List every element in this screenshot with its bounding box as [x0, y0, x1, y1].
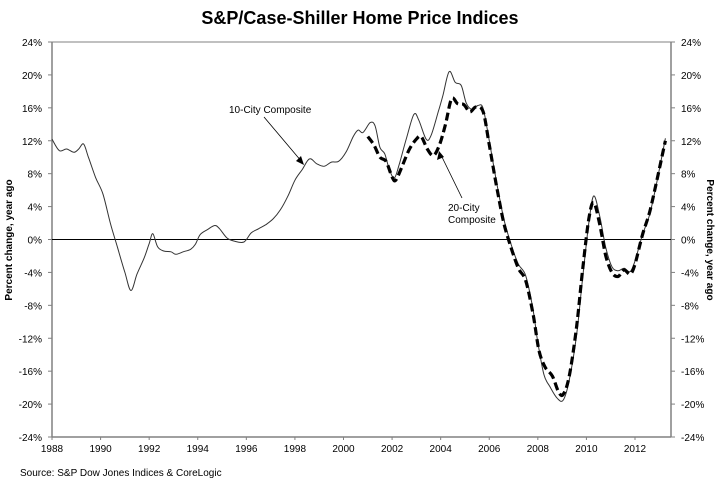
y-tick-label-left: 4% — [28, 203, 43, 214]
y-tick-label-left: 20% — [22, 71, 42, 82]
y-tick-label-left: 0% — [28, 236, 43, 247]
chart-title: S&P/Case-Shiller Home Price Indices — [201, 8, 518, 28]
x-tick-label: 1990 — [89, 444, 112, 455]
x-tick-label: 2012 — [624, 444, 647, 455]
x-tick-label: 2000 — [332, 444, 355, 455]
x-tick-label: 2002 — [381, 444, 404, 455]
y-tick-label-left: -16% — [19, 367, 42, 378]
y-tick-label-right: 4% — [681, 203, 696, 214]
y-tick-label-right: 0% — [681, 236, 696, 247]
y-tick-label-right: -8% — [681, 301, 699, 312]
x-tick-label: 2010 — [575, 444, 598, 455]
y-axis-right: 24% 20% 16% 12% 8% 4% 0% -4% -8% -12% -16% -20% -24% — [671, 38, 704, 444]
annotation-10-city: 10-City Composite — [229, 105, 312, 116]
y-tick-label-right: 24% — [681, 38, 701, 49]
annotation-20-city-line2: Composite — [448, 215, 496, 226]
annotation-20-city-line1: 20-City — [448, 203, 480, 214]
x-axis: 1988 1990 1992 1994 1996 1998 2000 2002 2004 2006… — [41, 437, 647, 455]
x-tick-label: 2008 — [527, 444, 550, 455]
series-20-city-composite — [366, 96, 667, 398]
y-axis-label-right: Percent change, year ago — [704, 179, 715, 300]
x-tick-label: 1992 — [138, 444, 161, 455]
source-note: Source: S&P Dow Jones Indices & CoreLogi… — [20, 468, 222, 479]
annotation-10-city-arrowhead — [296, 156, 304, 165]
annotation-20-city-arrowhead — [437, 151, 444, 160]
x-tick-label: 2004 — [430, 444, 453, 455]
y-tick-label-left: -24% — [19, 433, 42, 444]
y-tick-label-right: 20% — [681, 71, 701, 82]
x-tick-label: 1998 — [284, 444, 307, 455]
y-tick-label-left: 12% — [22, 137, 42, 148]
y-tick-label-left: 8% — [28, 170, 43, 181]
annotation-10-city-arrow — [263, 116, 303, 163]
y-tick-label-right: -4% — [681, 268, 699, 279]
y-tick-label-left: -20% — [19, 400, 42, 411]
y-axis-label-left: Percent change, year ago — [4, 179, 15, 300]
annotation-20-city-arrow — [440, 154, 463, 199]
y-tick-label-right: 16% — [681, 104, 701, 115]
y-tick-label-right: -20% — [681, 400, 704, 411]
y-tick-label-left: 16% — [22, 104, 42, 115]
y-tick-label-left: 24% — [22, 38, 42, 49]
y-tick-label-left: -4% — [24, 268, 42, 279]
y-tick-label-right: -16% — [681, 367, 704, 378]
x-tick-label: 1996 — [235, 444, 258, 455]
y-tick-label-left: -12% — [19, 334, 42, 345]
x-tick-label: 1994 — [187, 444, 210, 455]
y-tick-label-right: 12% — [681, 137, 701, 148]
x-tick-label: 1988 — [41, 444, 64, 455]
y-tick-label-right: 8% — [681, 170, 696, 181]
y-axis-left: 24% 20% 16% 12% 8% 4% 0% -4% -8% -12% -16% -20% -24% — [19, 38, 52, 444]
series-10-city-composite — [51, 70, 666, 402]
y-tick-label-left: -8% — [24, 301, 42, 312]
y-tick-label-right: -24% — [681, 433, 704, 444]
x-tick-label: 2006 — [478, 444, 501, 455]
y-tick-label-right: -12% — [681, 334, 704, 345]
